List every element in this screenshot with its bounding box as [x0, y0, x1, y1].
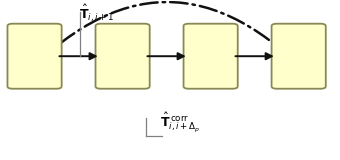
FancyBboxPatch shape [272, 24, 326, 89]
FancyBboxPatch shape [184, 24, 238, 89]
Text: $\hat{\mathbf{T}}_{i,i+1}$: $\hat{\mathbf{T}}_{i,i+1}$ [79, 2, 114, 24]
Text: $\hat{\mathbf{T}}^{\,\mathrm{corr}}_{i,i+\Delta_p}$: $\hat{\mathbf{T}}^{\,\mathrm{corr}}_{i,i… [160, 110, 200, 134]
FancyBboxPatch shape [7, 24, 62, 89]
FancyBboxPatch shape [96, 24, 150, 89]
FancyArrowPatch shape [16, 2, 315, 84]
